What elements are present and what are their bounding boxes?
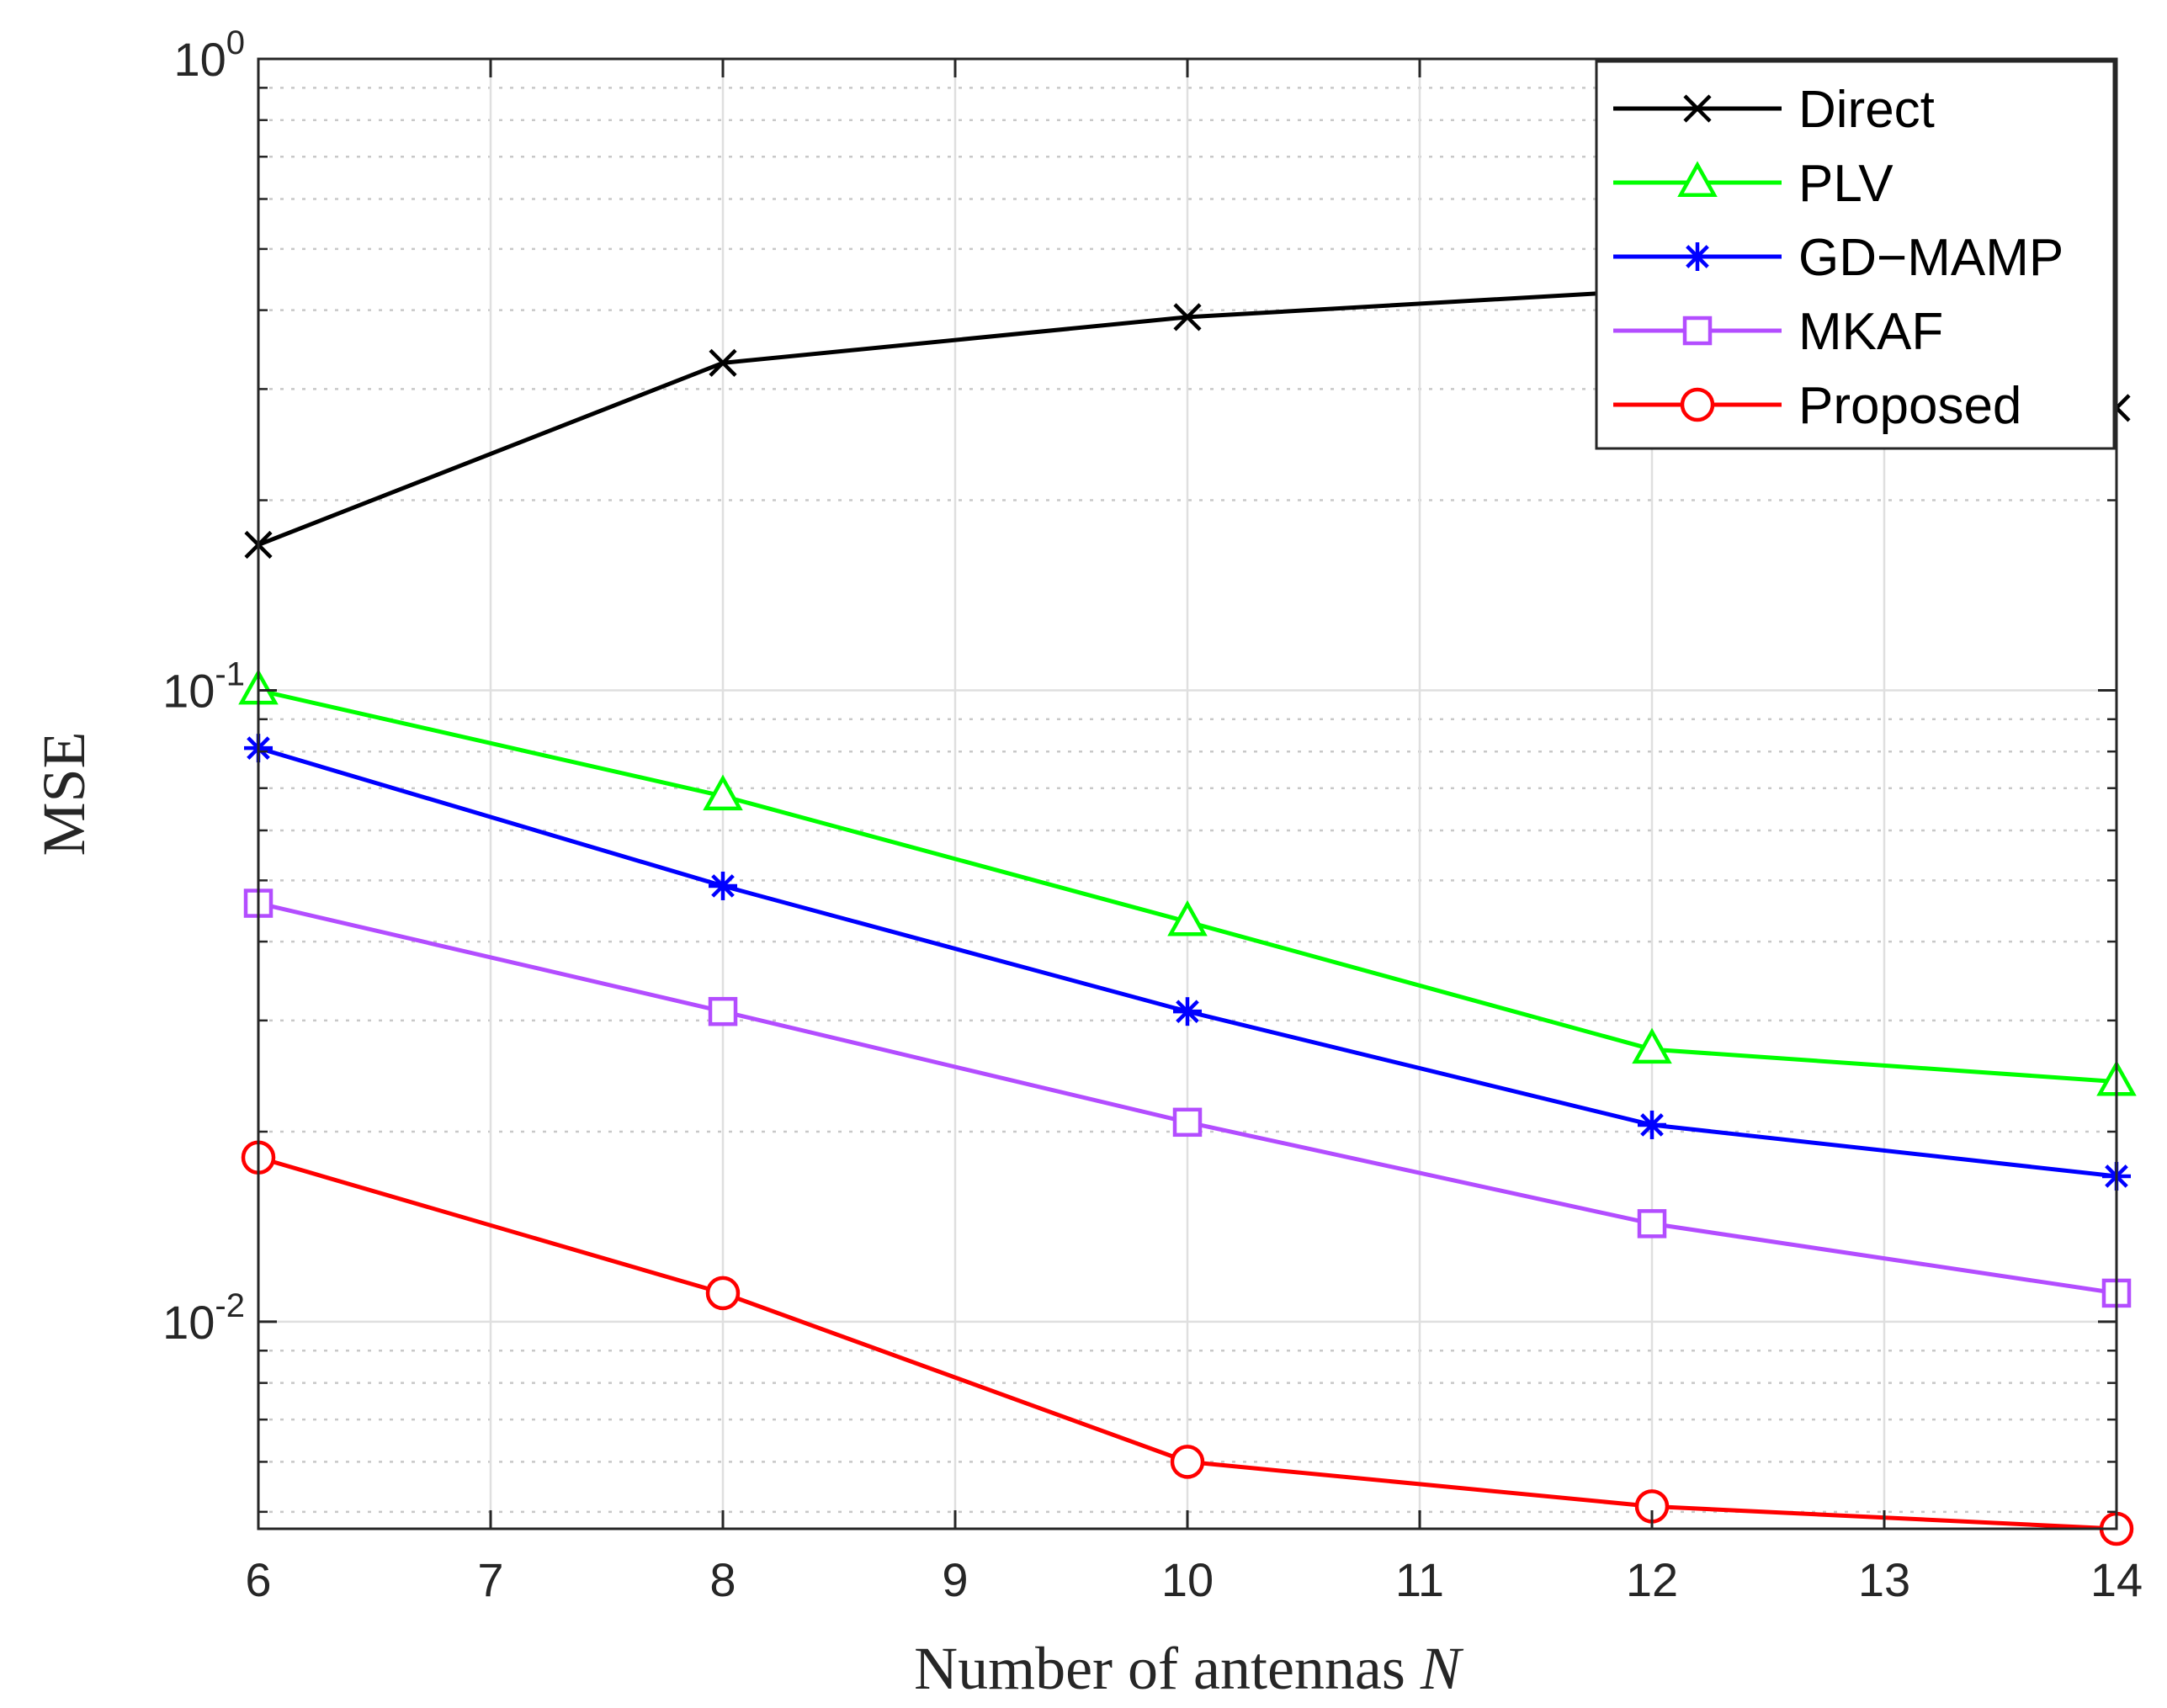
x-tick-label: 10 bbox=[1161, 1553, 1214, 1606]
data-point-plv bbox=[703, 774, 743, 811]
legend-item-direct: Direct bbox=[1613, 81, 1935, 139]
legend-item-mkaf: MKAF bbox=[1613, 303, 1943, 361]
x-tick-label: 6 bbox=[245, 1553, 271, 1606]
y-tick-labels: 100 10-1 10-2 bbox=[162, 24, 245, 1349]
x-tick-label: 14 bbox=[2090, 1553, 2143, 1606]
legend-label: Proposed bbox=[1798, 377, 2021, 435]
legend-marker bbox=[1683, 94, 1712, 123]
x-axis-title: Number of antennas N bbox=[914, 1635, 1464, 1702]
x-tick-label: 12 bbox=[1626, 1553, 1678, 1606]
x-tick-labels: 6 7 8 9 10 11 12 13 14 bbox=[245, 1553, 2143, 1606]
data-point-proposed bbox=[1170, 1445, 1205, 1479]
legend-marker bbox=[1683, 242, 1712, 271]
axis-ticks bbox=[257, 57, 2118, 1529]
legend-label: MKAF bbox=[1798, 303, 1943, 361]
legend-marker bbox=[1677, 161, 1718, 197]
y-tick-label: 10-1 bbox=[162, 655, 245, 717]
legend-label: GD−MAMP bbox=[1798, 229, 2063, 287]
data-point-direct bbox=[1173, 303, 1202, 332]
y-tick-label: 10-2 bbox=[162, 1287, 245, 1349]
data-point-plv bbox=[1632, 1027, 1672, 1064]
data-point-direct bbox=[709, 348, 737, 377]
legend-marker bbox=[1680, 387, 1715, 422]
x-tick-label: 8 bbox=[709, 1553, 736, 1606]
legend-marker bbox=[1682, 316, 1713, 346]
legend-item-proposed: Proposed bbox=[1613, 377, 2021, 435]
legend: Direct PLV GD−MAMP MKAF Proposed bbox=[1595, 60, 2116, 450]
data-point-proposed bbox=[705, 1276, 741, 1311]
data-point-gd-mamp bbox=[1638, 1110, 1666, 1139]
legend-label: Direct bbox=[1798, 81, 1935, 139]
y-tick-label: 100 bbox=[173, 24, 245, 86]
legend-item-plv: PLV bbox=[1613, 155, 1893, 213]
series-plv bbox=[238, 668, 2137, 1096]
data-point-mkaf bbox=[1637, 1209, 1667, 1239]
data-point-mkaf bbox=[708, 996, 738, 1026]
x-tick-label: 7 bbox=[477, 1553, 503, 1606]
minor-gridlines bbox=[258, 87, 2117, 1514]
x-tick-label: 11 bbox=[1395, 1553, 1444, 1606]
data-point-mkaf bbox=[1172, 1107, 1203, 1138]
y-axis-title: MSE bbox=[30, 731, 98, 856]
legend-item-gd-mamp: GD−MAMP bbox=[1613, 229, 2063, 287]
x-tick-label: 9 bbox=[942, 1553, 968, 1606]
x-tick-label: 13 bbox=[1858, 1553, 1910, 1606]
data-point-plv bbox=[1167, 899, 1208, 936]
legend-label: PLV bbox=[1798, 155, 1893, 213]
data-point-gd-mamp bbox=[709, 871, 737, 900]
data-point-gd-mamp bbox=[1173, 997, 1202, 1026]
